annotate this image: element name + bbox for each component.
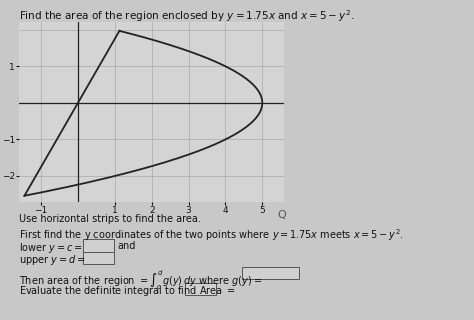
Text: Find the area of the region enclosed by $y = 1.75x$ and $x = 5 - y^2$.: Find the area of the region enclosed by … bbox=[19, 8, 354, 24]
Text: Q: Q bbox=[277, 210, 286, 220]
Text: Use horizontal strips to find the area.: Use horizontal strips to find the area. bbox=[19, 214, 201, 224]
Text: First find the y coordinates of the two points where $y = 1.75x$ meets $x = 5 - : First find the y coordinates of the two … bbox=[19, 227, 404, 243]
Text: Evaluate the definite integral to find Area $=$: Evaluate the definite integral to find A… bbox=[19, 284, 236, 298]
Text: and: and bbox=[118, 241, 136, 251]
Text: lower $y = c =$: lower $y = c =$ bbox=[19, 241, 83, 255]
Text: Then area of the region $= \int_c^d g(y)\,dy$ where $g(y) =$: Then area of the region $= \int_c^d g(y)… bbox=[19, 268, 262, 292]
Text: upper $y = d =$: upper $y = d =$ bbox=[19, 253, 86, 267]
